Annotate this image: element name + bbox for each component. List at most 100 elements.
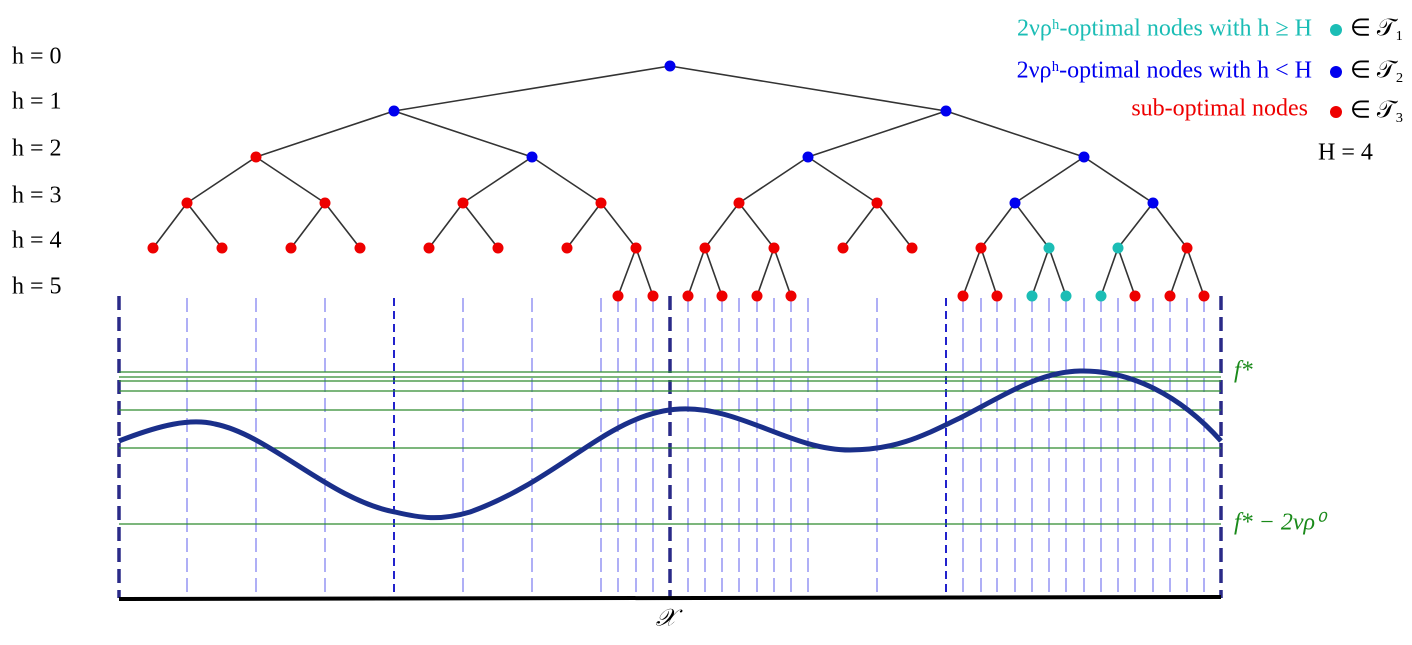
axis-line — [118, 595, 1222, 601]
tree-node — [802, 151, 814, 163]
tree-edge — [462, 156, 533, 204]
legend-label: 2νρʰ-optimal nodes with h ≥ H — [1017, 16, 1312, 42]
tree-edge — [842, 202, 878, 249]
tree-node — [1078, 151, 1090, 163]
tree-edge — [738, 156, 809, 204]
tree-edge — [393, 65, 671, 112]
tree-node — [940, 105, 952, 117]
tree-edge — [669, 65, 947, 112]
tree-node — [1181, 242, 1193, 254]
tree-edge — [1014, 202, 1050, 249]
level-label: h = 3 — [12, 183, 62, 209]
tree-node — [871, 197, 883, 209]
tree-node — [906, 242, 918, 254]
tree-node — [1147, 197, 1159, 209]
tree-node — [716, 290, 728, 302]
tree-edge — [1117, 247, 1136, 297]
tree-node — [1009, 197, 1021, 209]
tree-node — [354, 242, 366, 254]
structure — [117, 60, 1223, 601]
tree-edge — [876, 202, 913, 249]
tree-node — [751, 290, 763, 302]
tree-edge — [1014, 156, 1085, 204]
level-label: h = 5 — [12, 274, 62, 300]
legend-label: 2νρʰ-optimal nodes with h < H — [1017, 58, 1312, 84]
tree-edge — [635, 247, 654, 297]
level-label: h = 0 — [12, 44, 62, 70]
legend-set: ∈ 𝒯₃ — [1350, 98, 1404, 124]
tree-edge — [1152, 202, 1188, 249]
tree-edge — [324, 202, 361, 249]
tree-node — [285, 242, 297, 254]
tree-node — [664, 60, 676, 72]
axis-label: 𝒳 — [656, 606, 684, 632]
tree-node — [699, 242, 711, 254]
tree-node — [630, 242, 642, 254]
tree-node — [1198, 290, 1210, 302]
tree-node — [526, 151, 538, 163]
tree-edge — [1100, 247, 1119, 297]
tree-edge — [617, 247, 637, 297]
curve-label: f* − 2νρ⁰ — [1234, 510, 1328, 536]
tree-edge — [152, 202, 188, 249]
tree-node — [595, 197, 607, 209]
tree-node — [216, 242, 228, 254]
tree-edge — [290, 202, 326, 249]
tree-edge — [945, 110, 1085, 158]
tree-edge — [566, 202, 602, 249]
tree-node — [1043, 242, 1055, 254]
tree-edge — [980, 247, 998, 297]
tree-edge — [1048, 247, 1067, 297]
tree-edge — [1186, 247, 1205, 297]
tree-node — [733, 197, 745, 209]
tree-edge — [393, 110, 533, 158]
tree-edge — [773, 247, 792, 297]
tree-edge — [1031, 247, 1050, 297]
legend-dot — [1330, 66, 1342, 78]
tree-node — [319, 197, 331, 209]
tree-node — [561, 242, 573, 254]
tree-edge — [807, 110, 947, 158]
tree-edge — [687, 247, 706, 297]
tree-edge — [962, 247, 982, 297]
tree-edge — [980, 202, 1016, 249]
tree-node — [181, 197, 193, 209]
tree-node — [423, 242, 435, 254]
legend-set: ∈ 𝒯₁ — [1350, 16, 1404, 42]
function-curve — [118, 368, 1223, 521]
tree-node — [1164, 290, 1176, 302]
legend-dot — [1330, 24, 1342, 36]
threshold-label: H = 4 — [1318, 140, 1373, 166]
level-label: h = 1 — [12, 89, 62, 115]
tree-node — [492, 242, 504, 254]
tree-edge — [704, 202, 740, 249]
tree-node — [1112, 242, 1124, 254]
tree-edge — [756, 247, 775, 297]
legend-set: ∈ 𝒯₂ — [1350, 58, 1404, 84]
tree-edge — [428, 202, 464, 249]
tree-node — [957, 290, 969, 302]
tree-edge — [807, 156, 878, 204]
tree-node — [975, 242, 987, 254]
tree-node — [147, 242, 159, 254]
tree-edge — [1169, 247, 1188, 297]
curve-label: f* — [1234, 358, 1253, 384]
tree-node — [1095, 290, 1107, 302]
tree-edge — [531, 156, 602, 204]
tree-edge — [704, 247, 723, 297]
tree-node — [1129, 290, 1141, 302]
tree-node — [457, 197, 469, 209]
tree-edge — [186, 202, 223, 249]
tree-edge — [1117, 202, 1154, 249]
tree-node — [837, 242, 849, 254]
tree-edge — [600, 202, 637, 249]
level-label: h = 4 — [12, 228, 62, 254]
level-label: h = 2 — [12, 136, 62, 162]
tree-node — [991, 290, 1003, 302]
tree-edge — [255, 156, 326, 204]
tree-edge — [462, 202, 499, 249]
tree-edge — [186, 156, 257, 204]
tree-edge — [255, 110, 395, 158]
